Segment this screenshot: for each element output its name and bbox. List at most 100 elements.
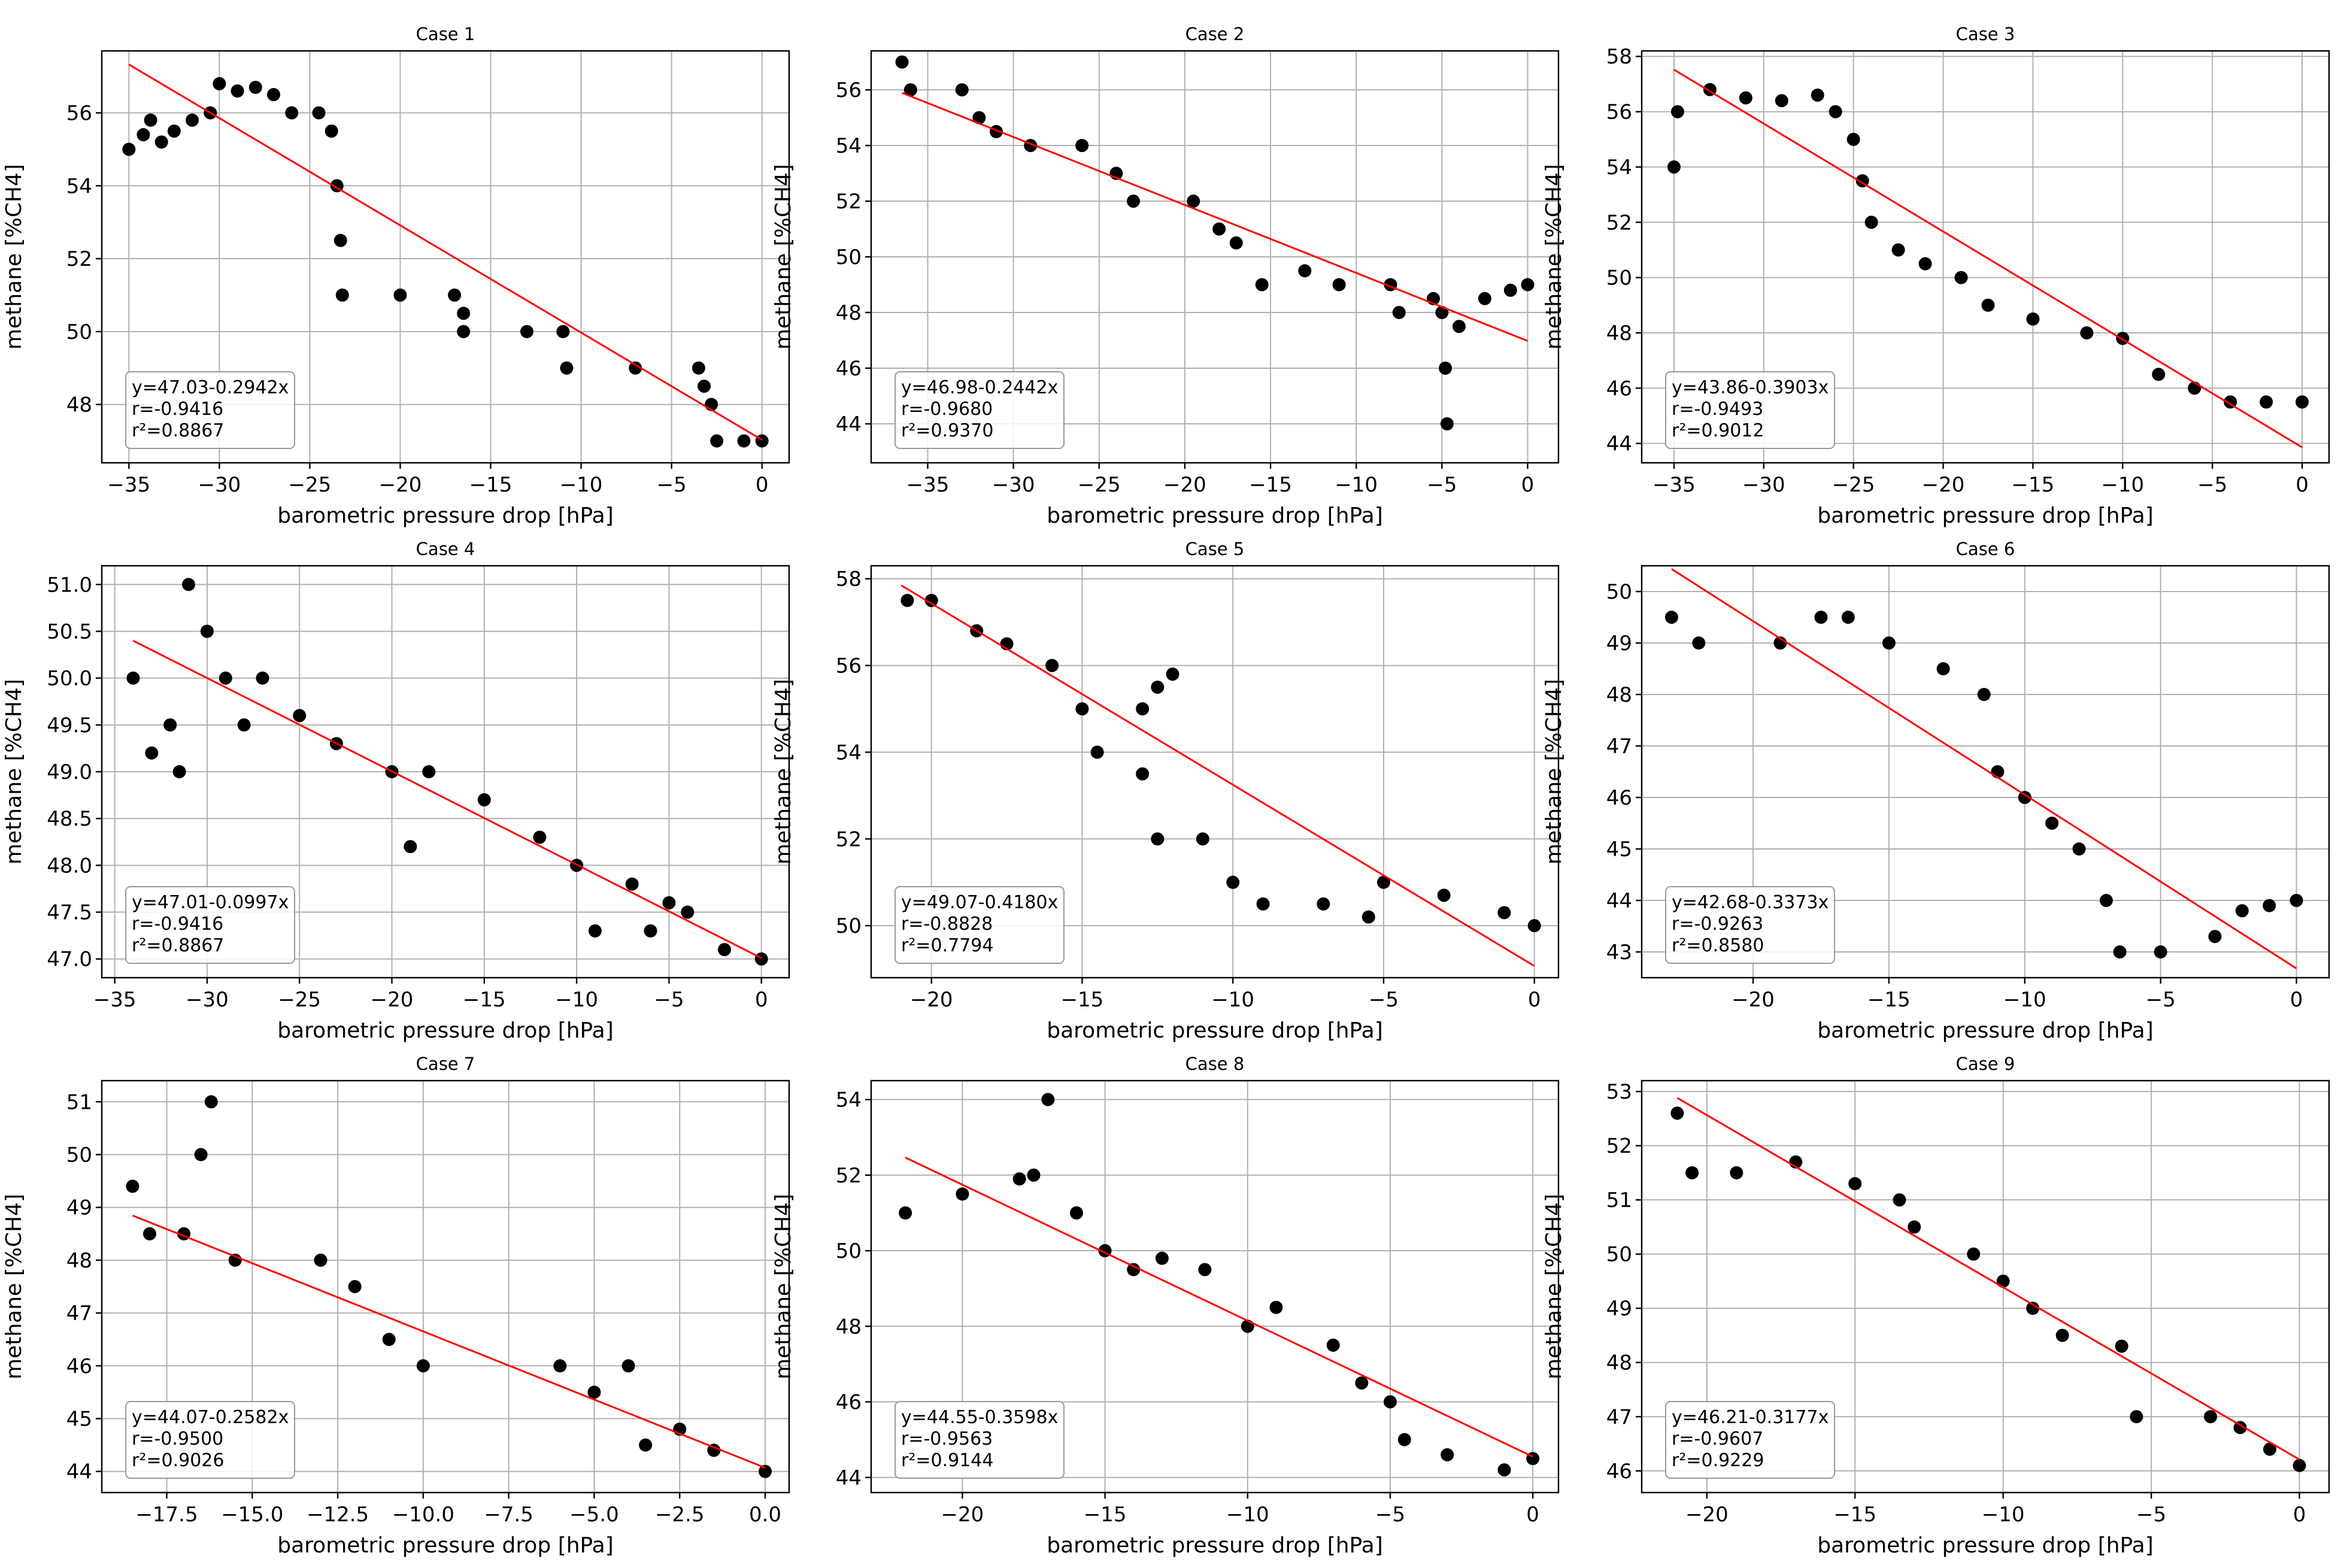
data-point [2130,1410,2143,1424]
data-point [1908,1220,1921,1234]
y-tick-label: 56 [1606,101,1632,125]
data-point [2154,945,2167,959]
x-tick-label: −15 [1061,988,1104,1012]
y-tick-label: 48.0 [47,854,92,878]
data-point [1392,305,1406,319]
data-point [126,671,140,685]
x-tick-label: −20 [910,988,953,1012]
x-tick-label: −12.5 [307,1503,369,1527]
data-point [1664,611,1678,624]
y-axis-label: methane [%CH4] [771,679,796,865]
fit-line [905,1157,1533,1458]
plot-frame [1641,1079,2330,1494]
stats-box [894,886,1065,964]
subplot-title: Case 5 [1185,539,1245,559]
x-tick-label: 0 [1528,988,1541,1012]
plot-frame [870,50,1560,464]
y-axis-label: methane [%CH4] [2,679,26,865]
y-tick-label: 50 [836,914,862,938]
x-tick-label: −15 [2012,473,2055,497]
x-tick-label: −25 [1078,473,1121,497]
y-tick-label: 58 [1606,45,1632,69]
y-tick-label: 47.5 [47,901,92,925]
x-tick-label: 0 [2293,1503,2306,1527]
data-point [1864,216,1878,229]
data-point [1739,91,1752,105]
x-tick-label: −35 [93,988,137,1012]
y-tick-label: 48.5 [47,807,92,831]
data-point [293,709,307,723]
stats-text: r²=0.9026 [132,1450,224,1471]
subplot-1: −35 −30 −25 −20 −15 −10 −5 0 48 50 52 54 56 Case 1 bar… [2,24,790,528]
data-point [1317,897,1330,911]
data-point [1045,659,1059,672]
data-point [692,361,705,375]
x-tick-label: −5 [1375,1503,1405,1527]
y-tick-label: 46 [836,1391,862,1415]
y-tick-label: 53 [1606,1080,1632,1104]
y-tick-label: 50 [836,245,862,269]
stats-text: r²=0.7794 [901,935,993,956]
data-point [1041,1093,1055,1106]
data-point [2208,930,2222,944]
data-points [126,578,768,966]
data-point [1503,283,1517,297]
plot-frame [870,565,1560,979]
plot-frame [101,565,790,979]
y-tick-label: 49.0 [47,760,92,784]
data-point [477,793,491,806]
x-tick-label: 0 [755,988,768,1012]
y-tick-label: 47 [1606,1405,1632,1429]
data-point [1954,271,1968,284]
data-point [335,288,349,302]
x-tick-label: −15.0 [221,1503,283,1527]
x-axis-label: barometric pressure drop [hPa] [1047,504,1383,528]
y-tick-label: 45 [1606,838,1632,862]
stats-text: r²=0.9370 [901,420,993,441]
y-tick-label: 54 [66,174,92,198]
y-tick-label: 46 [66,1354,92,1378]
data-point [639,1438,653,1452]
x-tick-label: −7.5 [484,1503,533,1527]
x-tick-label: −30 [992,473,1035,497]
y-tick-label: 52 [1606,1135,1632,1158]
y-tick-label: 51 [66,1090,92,1114]
y-tick-label: 56 [836,78,862,102]
data-point [1196,832,1209,846]
stats-box [894,1401,1065,1479]
data-point [172,765,186,778]
y-tick-label: 46 [1606,786,1632,810]
y-tick-label: 52 [836,190,862,214]
data-point [1882,636,1896,650]
stats-box [125,886,295,964]
data-point [457,324,471,338]
data-point [285,106,299,120]
y-tick-label: 47 [1606,735,1632,759]
data-point [895,55,909,69]
data-point [194,1148,208,1161]
y-axis-label: methane [%CH4] [771,164,796,350]
subplot-7: −17.5 −15.0 −12.5 −10.0 −7.5 −5.0 −2.5 0.0 44 45 4… [2,1054,790,1558]
stats-text: r²=0.9012 [1672,420,1764,441]
x-tick-label: −10 [1211,988,1254,1012]
data-point [588,924,602,938]
x-tick-label: 0 [2290,988,2303,1012]
stats-text: r=-0.9416 [132,399,223,420]
subplot-title: Case 6 [1956,539,2015,559]
x-tick-label: 0.0 [749,1503,781,1527]
data-point [1775,94,1788,108]
data-point [2263,899,2276,912]
stats-box [125,371,295,449]
data-point [1212,222,1226,236]
data-point [1229,236,1243,250]
x-tick-label: 0 [1521,473,1535,497]
data-point [2099,894,2113,907]
data-point [2296,395,2309,409]
x-tick-label: −15 [469,473,513,497]
x-tick-label: −15 [463,988,506,1012]
stats-text: y=46.21-0.3177x [1672,1407,1829,1428]
x-tick-label: −10 [555,988,598,1012]
stats-text: r=-0.9680 [901,399,993,420]
data-point [1667,160,1681,174]
